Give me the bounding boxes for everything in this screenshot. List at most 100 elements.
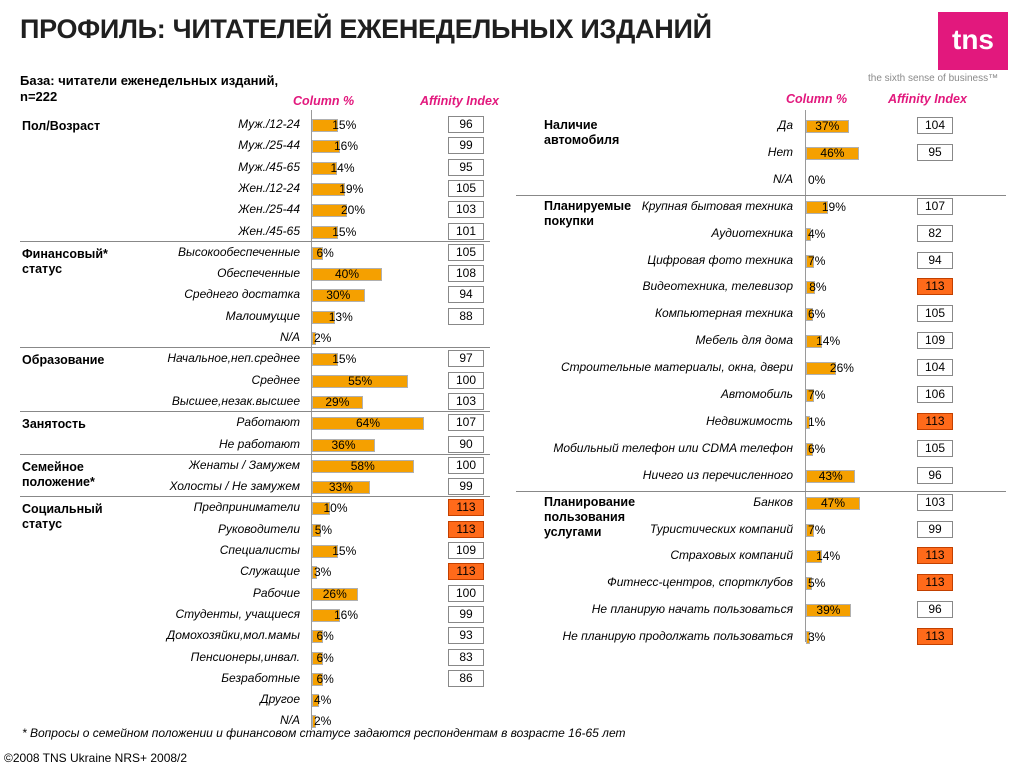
right-row-label: Видеотехника, телевизор xyxy=(642,279,793,294)
left-row-label: Предприниматели xyxy=(193,500,300,515)
right-section-separator xyxy=(516,490,1006,492)
right-section-label: Планируемые покупки xyxy=(544,198,632,228)
left-bar xyxy=(312,715,316,729)
left-bar xyxy=(312,417,424,431)
left-section-separator xyxy=(20,496,490,498)
left-bar xyxy=(312,161,337,175)
left-row-label: Муж./12-24 xyxy=(238,117,300,131)
left-pct-label: 36% xyxy=(331,437,356,452)
right-section-separator xyxy=(516,194,1006,196)
left-bar xyxy=(312,374,409,388)
right-bar xyxy=(806,308,813,322)
left-section-separator xyxy=(20,411,490,413)
right-row-label: Мебель для дома xyxy=(695,333,793,348)
left-affinity-box: 100 xyxy=(448,584,484,602)
right-row-label: Страховых компаний xyxy=(670,548,793,563)
left-affinity-box: 103 xyxy=(448,392,484,410)
left-bar xyxy=(312,182,346,196)
left-affinity-box: 107 xyxy=(448,414,484,432)
left-row-label: Не работают xyxy=(219,436,300,451)
left-pct-label: 29% xyxy=(325,394,350,409)
left-bar xyxy=(312,310,335,324)
left-row-label: Муж./25-44 xyxy=(238,138,300,153)
left-affinity-box: 97 xyxy=(448,350,484,368)
right-row-label: Мобильный телефон или CDMA телефон xyxy=(553,440,793,455)
left-row-label: Рабочие xyxy=(252,585,300,600)
left-row-label: Домохозяйки,мол.мамы xyxy=(166,628,300,643)
left-section-separator xyxy=(20,453,490,455)
left-row-label: Специалисты xyxy=(219,543,300,557)
right-pct-label: 4% xyxy=(808,226,826,241)
right-bar xyxy=(806,523,815,537)
right-pct-label: 39% xyxy=(816,603,841,618)
tns-logo: tns xyxy=(938,12,1008,70)
right-pct-label: 19% xyxy=(821,199,846,214)
left-section-label: Финансовый* статус xyxy=(22,246,108,276)
left-affinity-box: 99 xyxy=(448,478,484,496)
base-note-line-1: База: читатели еженедельных изданий, xyxy=(20,73,279,88)
right-bar xyxy=(806,389,815,402)
right-affinity-box: 113 xyxy=(917,574,953,592)
left-row-label: Студенты, учащиеся xyxy=(175,606,300,621)
left-affinity-box: 101 xyxy=(448,222,484,240)
right-row-label: Банков xyxy=(753,494,793,509)
left-section-label: Социальный статус xyxy=(22,502,103,532)
right-bar xyxy=(806,550,823,564)
left-bar xyxy=(312,289,365,303)
left-row-label: Холосты / Не замужем xyxy=(169,479,300,494)
left-row-label: Малоимущие xyxy=(225,308,300,323)
right-row-label: Недвижимость xyxy=(706,413,793,428)
right-row-label: Фитнесс-центров, спортклубов xyxy=(607,575,793,590)
left-affinity-box: 109 xyxy=(448,542,484,559)
left-section-separator xyxy=(20,240,490,242)
right-affinity-box: 105 xyxy=(917,439,953,457)
right-pct-label: 14% xyxy=(816,549,841,564)
right-affinity-box: 103 xyxy=(917,493,953,511)
left-pct-label: 16% xyxy=(334,139,359,154)
left-row-label: N/A xyxy=(279,713,300,728)
left-bar xyxy=(312,545,339,558)
right-bar xyxy=(806,577,812,591)
left-pct-label: 30% xyxy=(326,288,351,303)
right-pct-label: 47% xyxy=(821,495,846,510)
right-affinity-box: 82 xyxy=(917,224,953,242)
right-affinity-box: 95 xyxy=(917,143,953,161)
left-pct-label: 6% xyxy=(316,671,334,686)
right-pct-label: 37% xyxy=(815,119,840,133)
left-pct-label: 26% xyxy=(322,586,347,601)
left-bar xyxy=(312,246,323,260)
right-pct-label: 0% xyxy=(808,172,826,187)
left-bar xyxy=(312,587,358,601)
right-pct-label: 7% xyxy=(808,388,826,402)
left-row-label: Руководители xyxy=(217,521,300,536)
right-bar xyxy=(806,227,811,241)
right-affinity-box: 104 xyxy=(917,117,953,134)
right-row-label: Крупная бытовая техника xyxy=(641,198,793,213)
right-affinity-box: 99 xyxy=(917,520,953,538)
left-affinity-box: 95 xyxy=(448,158,484,176)
right-pct-label: 6% xyxy=(808,441,826,456)
left-row-label: Начальное,неп.среднее xyxy=(167,351,300,366)
left-bar xyxy=(312,438,375,452)
right-bar xyxy=(806,631,810,645)
left-bar-axis xyxy=(311,110,312,730)
logo-tagline: the sixth sense of business™ xyxy=(868,73,999,84)
copyright: ©2008 TNS Ukraine NRS+ 2008/2 xyxy=(4,751,188,765)
left-section-separator xyxy=(20,347,490,349)
left-row-label: Работают xyxy=(236,415,300,430)
right-affinity-box: 113 xyxy=(917,278,953,296)
left-pct-label: 40% xyxy=(334,267,360,282)
left-affinity-box: 99 xyxy=(448,137,484,155)
left-affinity-box: 93 xyxy=(448,627,484,645)
left-bar xyxy=(312,140,340,154)
left-row-label: Обеспеченные xyxy=(217,266,300,281)
left-pct-label: 10% xyxy=(323,501,348,516)
left-bar xyxy=(312,608,340,622)
right-bar xyxy=(806,442,813,456)
left-pct-label: 19% xyxy=(339,181,364,196)
left-pct-label: 15% xyxy=(332,352,357,367)
right-pct-label: 6% xyxy=(808,307,826,322)
left-affinity-box: 105 xyxy=(448,243,484,261)
left-pct-label: 6% xyxy=(316,650,334,665)
left-bar xyxy=(312,459,414,473)
